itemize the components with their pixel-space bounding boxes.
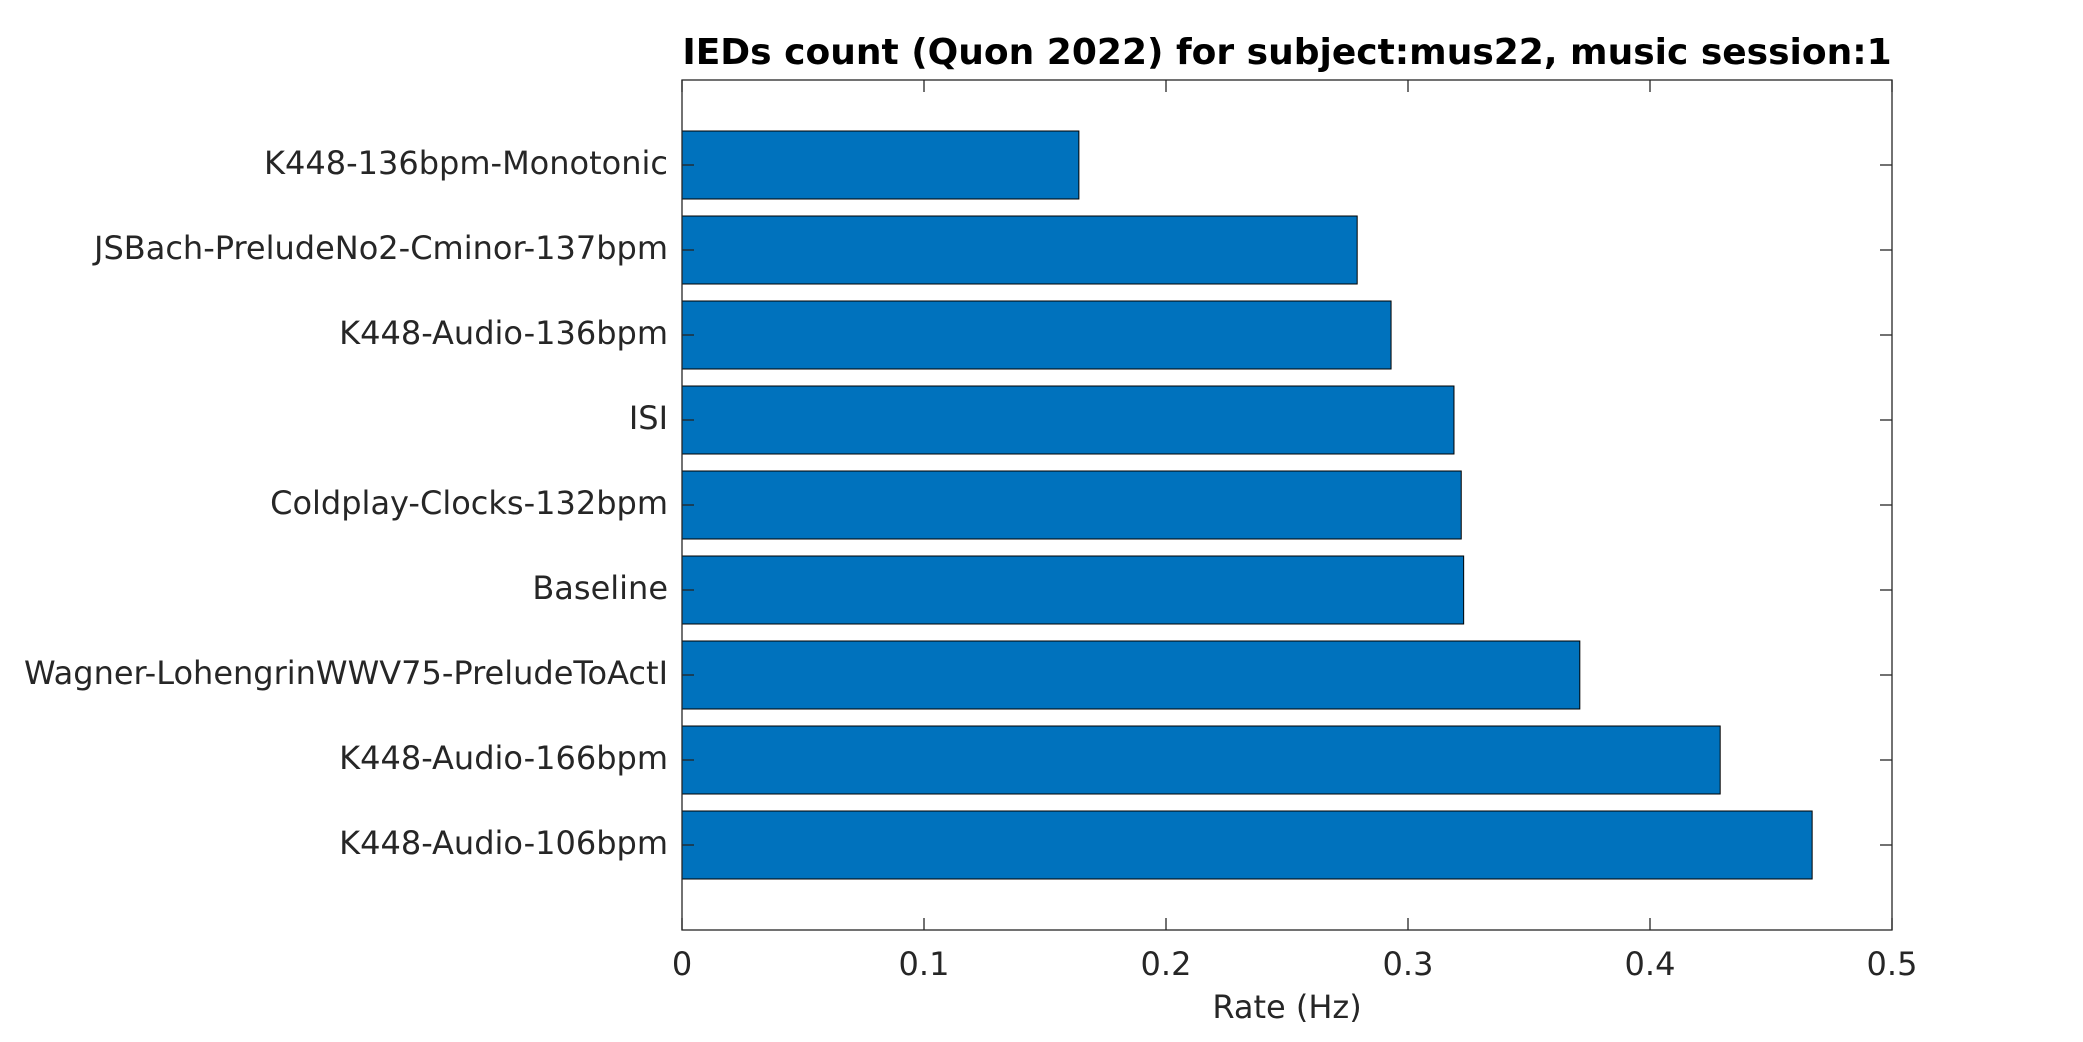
x-axis-label: Rate (Hz) bbox=[1212, 988, 1361, 1026]
chart-title: IEDs count (Quon 2022) for subject:mus22… bbox=[682, 32, 1891, 73]
bar bbox=[681, 470, 1462, 540]
category-label: Baseline bbox=[532, 569, 668, 607]
category-label: K448-Audio-136bpm bbox=[339, 314, 668, 352]
x-tick-label: 0.4 bbox=[1625, 945, 1676, 983]
category-label: JSBach-PreludeNo2-Cminor-137bpm bbox=[92, 229, 668, 267]
category-label: K448-Audio-106bpm bbox=[339, 824, 668, 862]
bar bbox=[681, 130, 1080, 200]
category-label: K448-136bpm-Monotonic bbox=[264, 144, 668, 182]
x-tick-labels: 0 0.1 0.2 0.3 0.4 0.5 bbox=[672, 945, 1918, 983]
category-label: ISI bbox=[629, 399, 668, 437]
x-tick-label: 0.5 bbox=[1867, 945, 1918, 983]
category-labels: K448-136bpm-Monotonic JSBach-PreludeNo2-C… bbox=[24, 144, 668, 862]
bar bbox=[681, 300, 1392, 370]
bars-layer bbox=[681, 130, 1813, 880]
bar bbox=[681, 555, 1465, 625]
x-tick-label: 0.1 bbox=[899, 945, 950, 983]
bar bbox=[681, 640, 1581, 710]
bar bbox=[681, 215, 1358, 285]
bar bbox=[681, 725, 1721, 795]
category-label: Wagner-LohengrinWWV75-PreludeToActI bbox=[24, 654, 668, 692]
x-tick-label: 0.3 bbox=[1383, 945, 1434, 983]
x-tick-label: 0.2 bbox=[1141, 945, 1192, 983]
x-tick-label: 0 bbox=[672, 945, 692, 983]
bar bbox=[681, 385, 1455, 455]
bar bbox=[681, 810, 1813, 880]
category-label: Coldplay-Clocks-132bpm bbox=[270, 484, 668, 522]
category-label: K448-Audio-166bpm bbox=[339, 739, 668, 777]
ticks-layer bbox=[681, 80, 1893, 930]
